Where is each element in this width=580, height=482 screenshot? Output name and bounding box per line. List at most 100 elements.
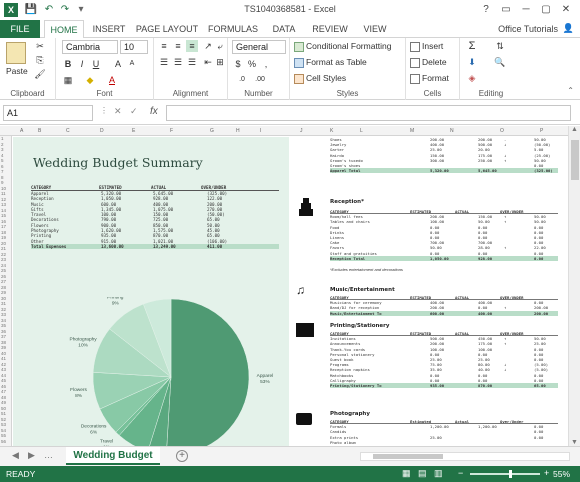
- tab-review[interactable]: REVIEW: [312, 24, 348, 34]
- column-header[interactable]: I: [260, 128, 262, 134]
- more-sheets-icon[interactable]: …: [44, 450, 53, 460]
- minimize-button[interactable]: ─: [522, 4, 530, 15]
- row-header[interactable]: 50: [1, 405, 7, 411]
- zoom-in-icon[interactable]: +: [544, 468, 550, 478]
- name-box[interactable]: A1: [3, 105, 93, 121]
- decrease-font-icon[interactable]: A: [129, 60, 135, 67]
- paste-button[interactable]: Paste: [6, 66, 28, 76]
- insert-cells-button[interactable]: Insert: [410, 41, 443, 52]
- font-size-select[interactable]: 10: [120, 40, 148, 54]
- increase-decimal-icon[interactable]: .0: [239, 76, 245, 83]
- scroll-down-icon[interactable]: ▼: [571, 439, 578, 446]
- next-sheet-icon[interactable]: ▶: [28, 450, 35, 460]
- row-header[interactable]: 37: [1, 334, 7, 339]
- column-header[interactable]: J: [300, 128, 303, 134]
- row-header[interactable]: 39: [1, 345, 7, 350]
- tab-home[interactable]: HOME: [44, 20, 84, 39]
- row-header[interactable]: 44: [1, 372, 7, 378]
- maximize-button[interactable]: ▢: [541, 4, 551, 15]
- row-header[interactable]: 56: [1, 438, 7, 444]
- prev-sheet-icon[interactable]: ◀: [12, 450, 19, 460]
- collapse-ribbon-icon[interactable]: ⌃: [567, 86, 574, 95]
- row-header[interactable]: 10: [1, 185, 7, 191]
- align-middle-icon[interactable]: ≡: [175, 41, 181, 51]
- user-account[interactable]: Office Tutorials: [498, 24, 558, 34]
- align-left-icon[interactable]: ☰: [159, 57, 169, 67]
- format-painter-icon[interactable]: 🖌: [34, 69, 46, 79]
- increase-font-icon[interactable]: A: [114, 59, 121, 69]
- row-header[interactable]: 47: [1, 389, 7, 394]
- italic-button[interactable]: I: [80, 59, 84, 69]
- tab-page-layout[interactable]: PAGE LAYOUT: [135, 24, 199, 34]
- fill-color-icon[interactable]: ◆: [86, 75, 94, 85]
- font-name-select[interactable]: Cambria: [62, 40, 118, 54]
- wrap-text-icon[interactable]: ⤶: [217, 41, 223, 51]
- merge-center-icon[interactable]: ⊞: [216, 57, 224, 67]
- row-header[interactable]: 30: [1, 295, 7, 301]
- orientation-icon[interactable]: ↗: [204, 41, 212, 51]
- save-icon[interactable]: 💾: [24, 4, 38, 15]
- zoom-slider-thumb[interactable]: [509, 470, 512, 478]
- row-header[interactable]: 16: [1, 218, 7, 224]
- row-header[interactable]: 27: [1, 279, 7, 284]
- row-header[interactable]: 8: [1, 174, 4, 180]
- row-header[interactable]: 22: [1, 251, 7, 257]
- undo-icon[interactable]: ↶: [44, 4, 54, 15]
- sheet-tab-wedding-budget[interactable]: Wedding Budget: [66, 447, 160, 465]
- copy-icon[interactable]: ⎘: [36, 55, 44, 65]
- find-select-icon[interactable]: 🔍: [494, 57, 506, 67]
- row-header[interactable]: 45: [1, 378, 7, 383]
- customize-quick-access-icon[interactable]: ▾: [78, 4, 84, 15]
- row-header[interactable]: 52: [1, 416, 7, 422]
- row-header[interactable]: 9: [1, 180, 4, 185]
- column-header[interactable]: C: [66, 128, 70, 134]
- row-header[interactable]: 12: [1, 196, 7, 202]
- user-icon[interactable]: 👤: [562, 23, 574, 33]
- row-header[interactable]: 5: [1, 158, 4, 163]
- column-header[interactable]: F: [170, 128, 174, 134]
- row-header[interactable]: 55: [1, 433, 7, 438]
- column-header[interactable]: L: [360, 128, 363, 134]
- row-header[interactable]: 14: [1, 207, 7, 213]
- row-header[interactable]: 53: [1, 422, 7, 427]
- page-break-view-icon[interactable]: ▥: [434, 468, 443, 478]
- number-format-select[interactable]: General: [232, 40, 286, 54]
- comma-style-icon[interactable]: ,: [264, 59, 268, 69]
- row-header[interactable]: 3: [1, 147, 4, 152]
- row-header[interactable]: 15: [1, 213, 7, 218]
- tab-view[interactable]: VIEW: [363, 24, 387, 34]
- row-header[interactable]: 36: [1, 328, 7, 334]
- clear-icon[interactable]: ◈: [468, 73, 476, 83]
- column-header[interactable]: B: [38, 128, 42, 134]
- align-center-icon[interactable]: ☰: [173, 57, 183, 67]
- align-top-icon[interactable]: ≡: [161, 41, 167, 51]
- align-right-icon[interactable]: ☰: [187, 57, 197, 67]
- row-header[interactable]: 24: [1, 262, 7, 268]
- insert-function-button[interactable]: fx: [150, 106, 158, 117]
- column-header[interactable]: A: [20, 128, 24, 134]
- font-color-icon[interactable]: A: [108, 75, 115, 85]
- row-header[interactable]: 4: [1, 152, 4, 158]
- row-header[interactable]: 29: [1, 290, 7, 295]
- add-sheet-button[interactable]: +: [176, 450, 188, 462]
- align-bottom-icon[interactable]: ≡: [186, 40, 198, 52]
- row-header[interactable]: 31: [1, 301, 7, 306]
- scroll-up-icon[interactable]: ▲: [571, 126, 578, 133]
- fill-icon[interactable]: ⬇: [468, 57, 476, 67]
- row-header[interactable]: 32: [1, 306, 7, 312]
- row-header[interactable]: 25: [1, 268, 7, 273]
- row-header[interactable]: 20: [1, 240, 7, 246]
- decrease-decimal-icon[interactable]: .00: [255, 76, 265, 83]
- row-header[interactable]: 21: [1, 246, 7, 251]
- row-header[interactable]: 23: [1, 257, 7, 262]
- row-header[interactable]: 28: [1, 284, 7, 290]
- formula-input[interactable]: [166, 105, 571, 121]
- redo-icon[interactable]: ↷: [60, 4, 70, 15]
- column-header[interactable]: O: [500, 128, 504, 134]
- zoom-out-icon[interactable]: −: [458, 468, 464, 478]
- cancel-entry-icon[interactable]: ✕: [114, 106, 122, 116]
- row-header[interactable]: 7: [1, 169, 4, 174]
- decrease-indent-icon[interactable]: ⇤: [204, 57, 212, 67]
- row-header[interactable]: 33: [1, 312, 7, 317]
- tab-formulas[interactable]: FORMULAS: [207, 24, 258, 34]
